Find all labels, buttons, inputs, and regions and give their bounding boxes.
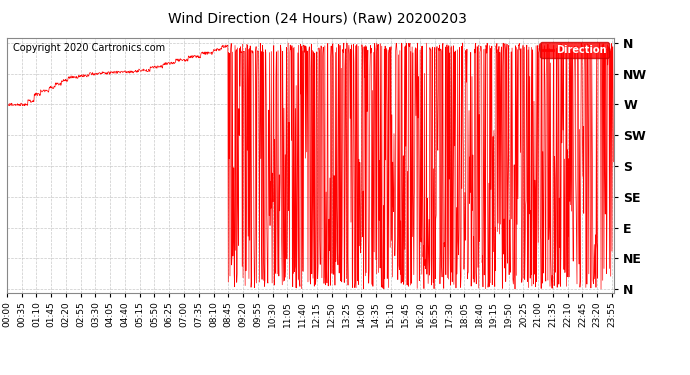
Text: Wind Direction (24 Hours) (Raw) 20200203: Wind Direction (24 Hours) (Raw) 20200203: [168, 11, 467, 25]
Text: Copyright 2020 Cartronics.com: Copyright 2020 Cartronics.com: [13, 43, 165, 52]
Legend: Direction: Direction: [540, 42, 609, 58]
